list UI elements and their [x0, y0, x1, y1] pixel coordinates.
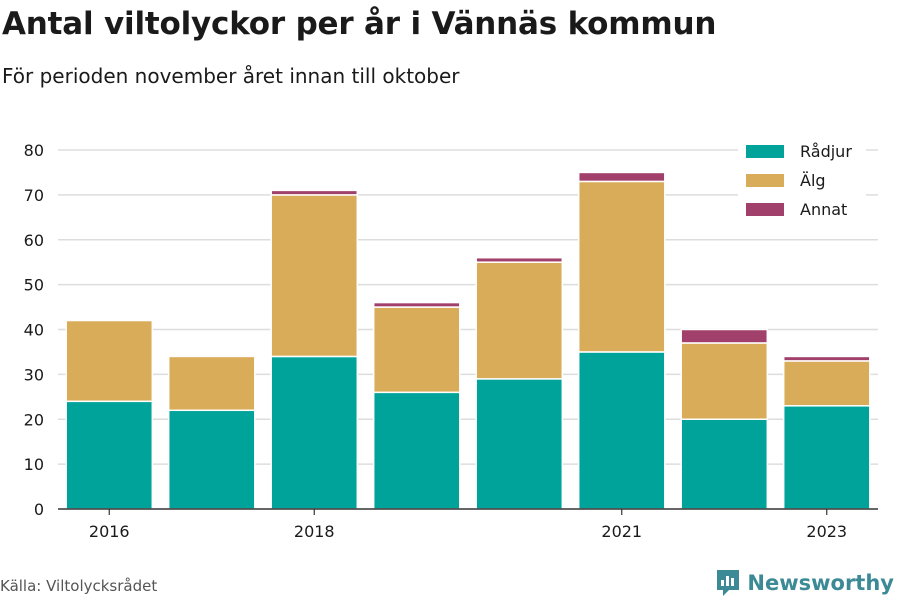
newsworthy-logo-icon: [717, 570, 740, 596]
bar-2018-älg: [270, 194, 359, 358]
y-tick-label-20: 20: [24, 410, 44, 429]
axes: 0 10 20 30 40 50 60 70 80 2016 2018 2021 2023: [24, 141, 878, 541]
y-tick-label-10: 10: [24, 455, 44, 474]
y-tick-label-80: 80: [24, 141, 44, 160]
bar-2023-rådjur: [782, 405, 871, 510]
bar-2016-rådjur: [65, 400, 154, 510]
y-tick-label-0: 0: [34, 500, 44, 519]
source-note: Källa: Viltolycksrådet: [0, 577, 158, 595]
bar-2022-annat: [680, 328, 769, 344]
legend: Rådjur Älg Annat: [738, 138, 866, 224]
bars: [65, 171, 871, 510]
legend-label-rådjur: Rådjur: [800, 142, 852, 161]
x-tick-label-2021: 2021: [601, 522, 642, 541]
bar-2023-älg: [782, 360, 871, 407]
bar-2021-rådjur: [577, 351, 666, 510]
y-tick-label-70: 70: [24, 186, 44, 205]
bar-2019-älg: [372, 306, 461, 394]
y-tick-label-60: 60: [24, 231, 44, 250]
chart-title: Antal viltolyckor per år i Vännäs kommun: [2, 6, 717, 42]
x-tick-label-2018: 2018: [294, 522, 335, 541]
legend-label-annat: Annat: [800, 200, 847, 219]
bar-2018-rådjur: [270, 355, 359, 510]
x-tick-label-2023: 2023: [806, 522, 847, 541]
bar-2022-älg: [680, 342, 769, 420]
bar-2018-annat: [270, 189, 359, 196]
legend-swatch-älg: [746, 174, 784, 187]
legend-swatch-rådjur: [746, 145, 784, 158]
bar-2022-rådjur: [680, 418, 769, 510]
bar-2019-annat: [372, 301, 461, 308]
chart-subtitle: För perioden november året innan till ok…: [2, 64, 460, 88]
y-tick-label-50: 50: [24, 276, 44, 295]
bar-2017-rådjur: [167, 409, 256, 510]
bar-2023-annat: [782, 355, 871, 362]
legend-label-älg: Älg: [800, 171, 826, 190]
bar-2021-älg: [577, 180, 666, 353]
bar-2020-älg: [475, 261, 564, 380]
brand-name: Newsworthy: [747, 571, 894, 595]
bar-2020-annat: [475, 256, 564, 263]
brand-logo: Newsworthy: [715, 568, 894, 598]
bar-2019-rådjur: [372, 391, 461, 510]
y-tick-label-40: 40: [24, 321, 44, 340]
legend-swatch-annat: [746, 203, 784, 216]
bar-2020-rådjur: [475, 378, 564, 510]
bar-2021-annat: [577, 171, 666, 183]
y-tick-label-30: 30: [24, 365, 44, 384]
bar-2017-älg: [167, 355, 256, 412]
x-tick-label-2016: 2016: [89, 522, 130, 541]
bar-2016-älg: [65, 319, 154, 403]
